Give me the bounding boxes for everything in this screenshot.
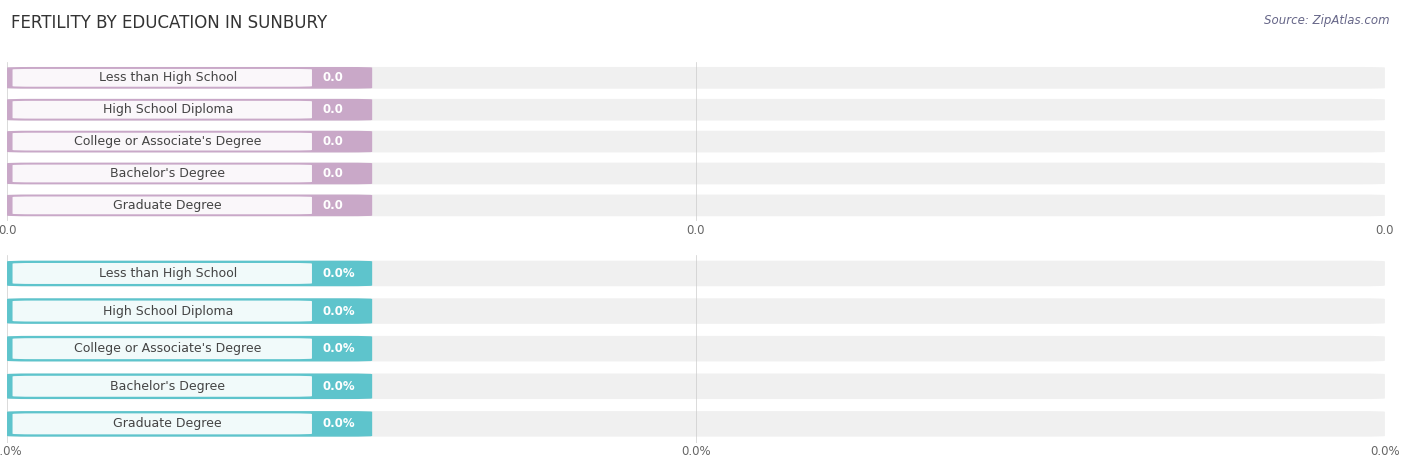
Text: 0.0: 0.0 [323,103,344,116]
FancyBboxPatch shape [7,374,373,399]
Text: 0.0: 0.0 [323,71,344,84]
FancyBboxPatch shape [13,133,312,150]
FancyBboxPatch shape [7,411,1385,436]
FancyBboxPatch shape [13,338,312,359]
Text: Graduate Degree: Graduate Degree [114,199,222,212]
Text: Source: ZipAtlas.com: Source: ZipAtlas.com [1264,14,1389,27]
FancyBboxPatch shape [7,336,1385,361]
Text: Less than High School: Less than High School [98,267,236,280]
FancyBboxPatch shape [7,195,1385,216]
FancyBboxPatch shape [7,195,373,216]
FancyBboxPatch shape [7,131,373,152]
FancyBboxPatch shape [13,413,312,435]
FancyBboxPatch shape [13,376,312,397]
FancyBboxPatch shape [13,263,312,284]
Text: 0.0%: 0.0% [323,342,356,355]
Text: High School Diploma: High School Diploma [103,305,233,317]
FancyBboxPatch shape [7,99,373,120]
FancyBboxPatch shape [7,163,373,184]
FancyBboxPatch shape [7,374,1385,399]
Text: High School Diploma: High School Diploma [103,103,233,116]
Text: Less than High School: Less than High School [98,71,236,84]
Text: Bachelor's Degree: Bachelor's Degree [110,380,225,393]
FancyBboxPatch shape [7,336,373,361]
Text: 0.0%: 0.0% [323,305,356,317]
Text: College or Associate's Degree: College or Associate's Degree [75,342,262,355]
Text: Graduate Degree: Graduate Degree [114,417,222,430]
FancyBboxPatch shape [7,131,1385,152]
Text: 0.0: 0.0 [323,199,344,212]
Text: FERTILITY BY EDUCATION IN SUNBURY: FERTILITY BY EDUCATION IN SUNBURY [11,14,328,32]
Text: 0.0%: 0.0% [323,267,356,280]
Text: 0.0: 0.0 [323,167,344,180]
FancyBboxPatch shape [13,101,312,119]
FancyBboxPatch shape [13,197,312,214]
FancyBboxPatch shape [7,163,1385,184]
FancyBboxPatch shape [7,99,1385,120]
FancyBboxPatch shape [7,411,373,436]
FancyBboxPatch shape [7,67,1385,89]
Text: 0.0: 0.0 [323,135,344,148]
FancyBboxPatch shape [7,298,1385,324]
FancyBboxPatch shape [7,261,373,286]
FancyBboxPatch shape [7,298,373,324]
Text: College or Associate's Degree: College or Associate's Degree [75,135,262,148]
Text: 0.0%: 0.0% [323,380,356,393]
Text: 0.0%: 0.0% [323,417,356,430]
FancyBboxPatch shape [7,261,1385,286]
FancyBboxPatch shape [13,300,312,322]
FancyBboxPatch shape [7,67,373,89]
Text: Bachelor's Degree: Bachelor's Degree [110,167,225,180]
FancyBboxPatch shape [13,165,312,182]
FancyBboxPatch shape [13,69,312,87]
